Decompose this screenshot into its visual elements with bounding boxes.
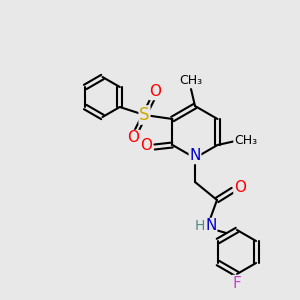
Text: N: N (189, 148, 201, 164)
Text: F: F (232, 275, 242, 290)
Text: S: S (139, 106, 150, 124)
Text: CH₃: CH₃ (179, 74, 203, 88)
Text: N: N (205, 218, 217, 233)
Text: CH₃: CH₃ (234, 134, 257, 148)
Text: H: H (195, 219, 205, 233)
Text: O: O (140, 139, 152, 154)
Text: O: O (128, 130, 140, 146)
Text: O: O (149, 85, 161, 100)
Text: O: O (234, 181, 246, 196)
